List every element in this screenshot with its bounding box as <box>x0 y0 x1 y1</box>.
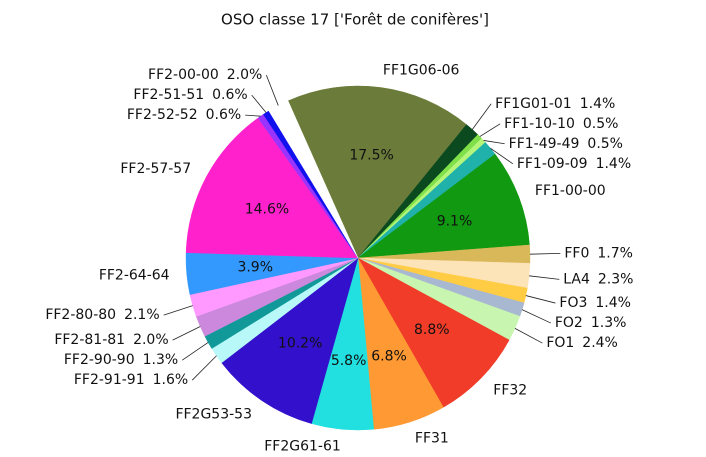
pct-label: 1.4% <box>595 295 631 311</box>
slice-label: FF2-57-57 <box>120 161 191 177</box>
pie-slice <box>287 85 467 259</box>
slice-label: FF2-80-80 2.1% <box>45 307 159 323</box>
slice-label: LA4 2.3% <box>563 271 633 287</box>
category-name: FF2-64-64 <box>99 267 170 283</box>
slice-label: FF2-81-81 2.0% <box>54 332 168 348</box>
pct-label: 5.8% <box>331 353 367 369</box>
pct-label: 1.4% <box>580 96 616 112</box>
slice-label: FO2 1.3% <box>555 315 627 331</box>
category-name: FF2-90-90 <box>64 352 135 368</box>
leader-line <box>471 103 492 130</box>
slice-label: FF1-10-10 0.5% <box>504 116 618 132</box>
category-name: FF2-81-81 <box>54 332 125 348</box>
slice-label: FF2-90-90 1.3% <box>64 352 178 368</box>
pct-label: 1.6% <box>153 372 189 388</box>
category-name: FO2 <box>555 315 583 331</box>
leader-line <box>251 94 267 113</box>
category-name: FF2-57-57 <box>120 161 191 177</box>
slice-label: FF2G61-61 <box>264 438 341 454</box>
slice-label: FF2-91-91 1.6% <box>74 372 188 388</box>
slice-label: FF2-64-64 <box>99 267 170 283</box>
pct-label: 17.5% <box>349 148 393 164</box>
slice-label: FF31 <box>415 430 449 446</box>
slice-label: FF1G06-06 <box>383 62 460 78</box>
slice-label: FF1-00-00 <box>535 183 606 199</box>
pct-label: 6.8% <box>371 348 407 364</box>
pct-label: 1.4% <box>596 156 632 172</box>
pct-label: 2.0% <box>133 332 169 348</box>
pct-label: 2.4% <box>582 335 618 351</box>
category-name: FF31 <box>415 430 449 446</box>
pct-label: 2.3% <box>598 271 634 287</box>
slice-label: FF0 1.7% <box>564 245 633 261</box>
leader-line <box>521 309 552 324</box>
category-name: FF2-00-00 <box>148 67 219 83</box>
pie-slice <box>221 257 359 424</box>
pie-slice <box>357 257 510 408</box>
category-name: FF2-52-52 <box>127 107 198 123</box>
pie-slice <box>357 153 530 259</box>
slice-label: FF32 <box>493 382 527 398</box>
slice-label: FO3 1.4% <box>559 295 631 311</box>
pct-label: 3.9% <box>237 259 273 275</box>
leader-line <box>483 140 505 145</box>
category-name: FF1G01-01 <box>495 96 572 112</box>
slice-label: FF1-09-09 1.4% <box>517 156 631 172</box>
slice-label: FF2-51-51 0.6% <box>133 87 247 103</box>
leader-line <box>172 326 201 341</box>
category-name: FO3 <box>559 295 587 311</box>
pct-label: 0.6% <box>212 87 248 103</box>
chart-title: OSO classe 17 ['Forêt de conifères'] <box>221 11 489 29</box>
pct-label: 1.3% <box>591 315 627 331</box>
pct-label: 0.6% <box>206 107 242 123</box>
category-name: FO1 <box>546 335 574 351</box>
pie-slice <box>185 117 359 259</box>
slice-label: FF2-00-00 2.0% <box>148 67 262 83</box>
category-name: FF2-80-80 <box>45 307 116 323</box>
slice-label: FF2-52-52 0.6% <box>127 107 241 123</box>
leader-line <box>191 355 217 381</box>
slice-label: FF1G01-01 1.4% <box>495 96 615 112</box>
slice-label: FO1 2.4% <box>546 335 618 351</box>
pct-label: 2.0% <box>227 67 263 83</box>
leader-line <box>181 342 209 361</box>
category-name: FF2G53-53 <box>175 407 252 423</box>
leader-line <box>529 275 560 280</box>
leader-line <box>479 123 501 137</box>
pct-label: 0.5% <box>587 136 623 152</box>
category-name: FF0 <box>564 245 589 261</box>
pct-label: 8.8% <box>414 322 450 338</box>
category-name: LA4 <box>563 271 590 287</box>
leader-line <box>514 328 543 344</box>
pct-label: 2.1% <box>124 307 160 323</box>
slice-label: FF1-49-49 0.5% <box>509 136 623 152</box>
category-name: FF2-91-91 <box>74 372 145 388</box>
category-name: FF1G06-06 <box>383 62 460 78</box>
category-name: FF2G61-61 <box>264 438 341 454</box>
pct-label: 0.5% <box>583 116 619 132</box>
pct-label: 10.2% <box>278 335 322 351</box>
category-name: FF2-51-51 <box>133 87 204 103</box>
leader-line <box>163 305 193 316</box>
category-name: FF32 <box>493 382 527 398</box>
category-name: FF1-09-09 <box>517 156 588 172</box>
pct-label: 9.1% <box>437 213 473 229</box>
pct-label: 1.7% <box>597 245 633 261</box>
leader-line <box>265 74 279 106</box>
slice-label: FF2G53-53 <box>175 407 252 423</box>
category-name: FF1-00-00 <box>535 183 606 199</box>
leader-line <box>490 147 514 165</box>
pct-label: 1.3% <box>143 352 179 368</box>
leader-line <box>529 253 561 255</box>
leader-line <box>525 295 556 304</box>
category-name: FF1-49-49 <box>509 136 580 152</box>
pct-label: 14.6% <box>245 201 289 217</box>
leader-line <box>245 114 261 117</box>
category-name: FF1-10-10 <box>504 116 575 132</box>
